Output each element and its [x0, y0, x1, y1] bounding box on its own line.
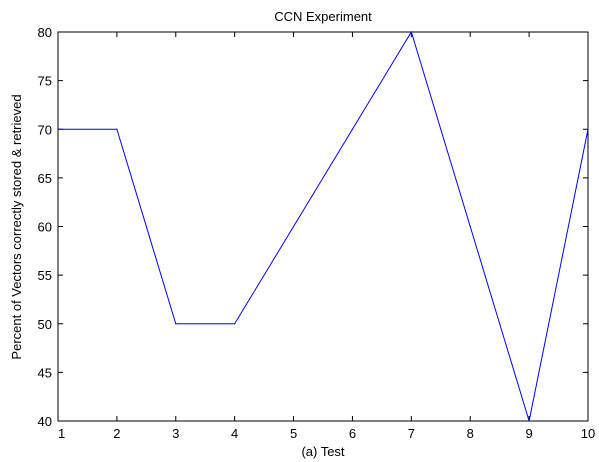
y-tick-label: 80: [38, 25, 52, 40]
plot-area: [57, 31, 589, 422]
y-tick-label: 70: [38, 122, 52, 137]
chart-title: CCN Experiment: [274, 9, 372, 24]
x-axis-label: (a) Test: [301, 444, 344, 459]
x-tick-label: 7: [408, 426, 415, 441]
x-tick-label: 4: [231, 426, 238, 441]
x-tick-label: 3: [172, 426, 179, 441]
series-line: [58, 30, 589, 422]
data-point: [351, 128, 354, 130]
data-point: [57, 128, 59, 130]
y-tick-label: 55: [38, 268, 52, 283]
y-tick-label: 65: [38, 171, 52, 186]
x-tick-label: 9: [525, 426, 532, 441]
data-point: [234, 323, 236, 325]
x-tick-label: 8: [467, 426, 474, 441]
y-tick-label: 45: [38, 365, 52, 380]
data-point: [175, 323, 177, 325]
y-axis-label: Percent of Vectors correctly stored & re…: [9, 94, 24, 359]
data-point: [292, 225, 295, 228]
data-point: [116, 128, 118, 130]
y-axis-ticks: 40 45 50 55 60 65 70 75 80: [38, 25, 588, 429]
x-tick-label: 1: [58, 426, 65, 441]
y-tick-label: 60: [38, 220, 52, 235]
y-tick-label: 40: [38, 414, 52, 429]
data-point: [528, 420, 530, 422]
x-axis-ticks: 1 2 3 4 5 6 7 8 9 10: [57, 32, 595, 441]
data-point: [410, 31, 412, 33]
series-points: [57, 31, 589, 422]
y-tick-label: 50: [38, 317, 52, 332]
data-point: [469, 225, 471, 228]
x-tick-label: 5: [290, 426, 297, 441]
x-tick-label: 6: [349, 426, 356, 441]
x-tick-label: 2: [113, 426, 120, 441]
y-tick-label: 75: [38, 74, 52, 89]
x-tick-label: 10: [581, 426, 595, 441]
data-point: [587, 128, 589, 130]
